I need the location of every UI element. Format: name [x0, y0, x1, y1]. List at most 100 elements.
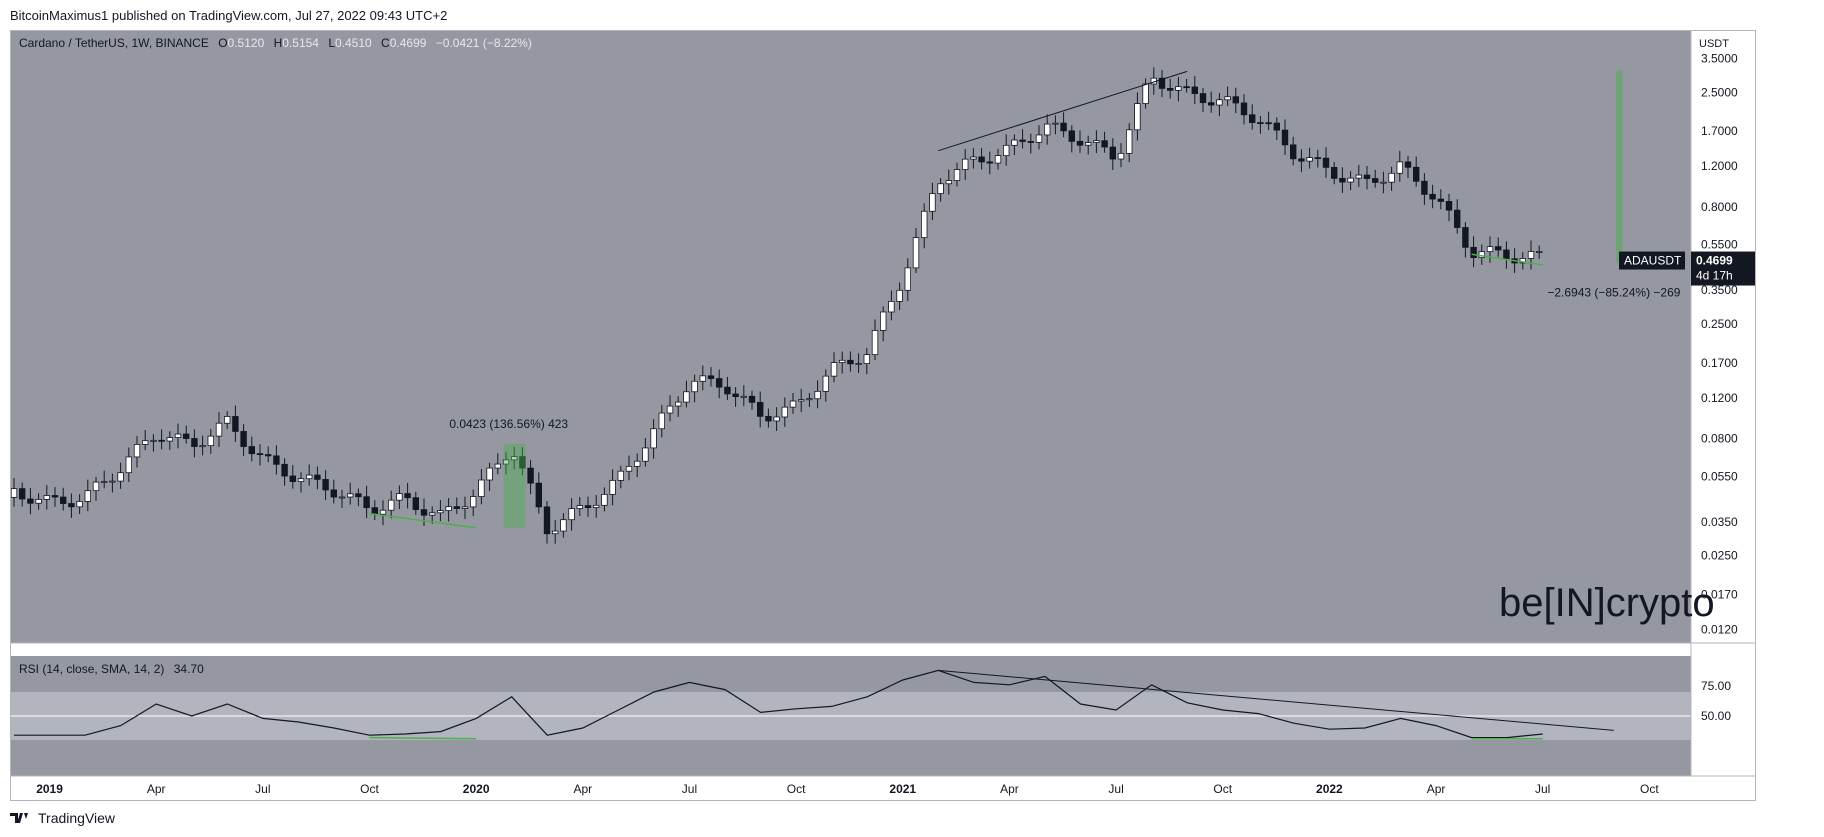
candle-down: [543, 506, 551, 535]
time-tick: Oct: [787, 782, 806, 796]
price-tick: 0.0120: [1701, 623, 1738, 637]
legend-h-value: 0.5154: [282, 36, 319, 50]
candle-up: [43, 495, 50, 500]
candle-down: [1076, 140, 1084, 146]
rsi-line: [14, 669, 1543, 739]
candle-up: [486, 467, 493, 481]
candle-down: [240, 431, 247, 447]
candle-down: [355, 493, 362, 498]
candle-down: [1167, 88, 1174, 91]
rsi-label-text: RSI (14, close, SMA, 14, 2): [19, 662, 164, 676]
candle-down: [1249, 114, 1256, 123]
measure-box-2020: [503, 443, 526, 528]
candle-up: [1527, 251, 1535, 259]
candle-up: [1486, 246, 1494, 253]
time-tick: 2021: [889, 782, 916, 796]
candle-down: [978, 156, 985, 163]
candle-down: [748, 395, 756, 403]
candle-down: [1199, 93, 1207, 104]
candle-down: [1257, 122, 1264, 124]
candle-up: [84, 490, 91, 502]
candle-up: [962, 158, 969, 170]
candle-up: [773, 416, 780, 422]
candle-up: [1142, 83, 1149, 104]
candle-down: [1068, 130, 1075, 142]
chart-frame[interactable]: 3.5000 2.5000 1.7000 1.2000 0.8000 0.5500 0.35…: [10, 30, 1756, 801]
candle-up: [822, 375, 829, 392]
candle-up: [1175, 86, 1182, 91]
candle-up: [223, 416, 231, 424]
candle-up: [199, 445, 206, 448]
legend-l-value: 0.4510: [335, 36, 372, 50]
candle-up: [880, 311, 887, 331]
rsi-current-value: 34.70: [174, 662, 204, 676]
price-axis[interactable]: 3.5000 2.5000 1.7000 1.2000 0.8000 0.5500 0.35…: [1701, 51, 1738, 723]
candle-down: [765, 415, 772, 422]
time-tick: Apr: [1000, 782, 1019, 796]
candle-down: [1290, 144, 1297, 160]
candle-down: [1462, 227, 1469, 248]
candle-up: [346, 493, 354, 498]
time-tick: Apr: [573, 782, 592, 796]
candle-down: [1281, 129, 1289, 146]
candle-up: [912, 237, 920, 269]
candle-up: [904, 267, 911, 291]
chart-svg[interactable]: 3.5000 2.5000 1.7000 1.2000 0.8000 0.5500 0.35…: [10, 31, 1755, 800]
candle-up: [109, 480, 116, 483]
candle-down: [716, 378, 723, 388]
price-tick: 0.0250: [1701, 549, 1738, 563]
candle-down: [1339, 177, 1346, 183]
footer-brand[interactable]: TradingView: [38, 810, 116, 826]
candle-up: [1536, 251, 1543, 253]
candle-down: [1240, 102, 1248, 116]
legend-change: −0.0421 (−8.22%): [436, 36, 532, 50]
candle-down: [314, 474, 321, 480]
candle-up: [634, 460, 641, 467]
candle-up: [568, 508, 575, 521]
legend-c-value: 0.4699: [390, 36, 427, 50]
legend-symbol: Cardano / TetherUS, 1W, BINANCE: [19, 36, 209, 50]
candle-up: [830, 362, 838, 377]
candle-up: [215, 422, 223, 437]
candle-down: [724, 386, 731, 395]
candle-down: [191, 438, 198, 447]
legend-l-label: L: [328, 36, 335, 50]
candle-down: [1265, 122, 1272, 125]
candle-up: [461, 506, 469, 509]
price-tick: 3.5000: [1701, 51, 1738, 65]
candle-down: [68, 503, 75, 508]
time-axis[interactable]: 2019 Apr Jul Oct 2020 Apr Jul Oct 2021 Apr Jul Oct 2…: [36, 782, 1659, 796]
candle-down: [158, 439, 165, 442]
candle-down: [264, 454, 272, 457]
candle-down: [60, 496, 67, 504]
measure-label-2020: 0.0423 (136.56%) 423: [449, 417, 568, 431]
candle-down: [1495, 246, 1502, 251]
time-tick: 2019: [36, 782, 63, 796]
candle-up: [609, 479, 616, 495]
candle-up: [1011, 139, 1018, 146]
candle-down: [519, 456, 526, 469]
candle-up: [502, 459, 510, 465]
legend-c-label: C: [381, 36, 390, 50]
candle-down: [732, 393, 739, 398]
price-pane[interactable]: [11, 31, 1691, 643]
price-tick: 0.1200: [1701, 391, 1738, 405]
candle-down: [584, 505, 592, 508]
candle-up: [683, 391, 690, 403]
candle-up: [929, 193, 936, 212]
price-tag-value: 0.4699: [1696, 254, 1733, 268]
candle-up: [888, 300, 895, 313]
candle-down: [289, 475, 296, 482]
candle-up: [174, 433, 182, 438]
candle-up: [1126, 129, 1133, 154]
candle-down: [535, 482, 542, 508]
candle-down: [527, 467, 534, 484]
candle-down: [322, 479, 329, 491]
candle-down: [1404, 161, 1412, 168]
candle-up: [125, 456, 132, 474]
time-tick: Jul: [1108, 782, 1123, 796]
legend-h-label: H: [274, 36, 283, 50]
price-axis-unit: USDT: [1699, 38, 1729, 50]
candle-up: [133, 444, 141, 458]
candle-down: [363, 496, 370, 509]
